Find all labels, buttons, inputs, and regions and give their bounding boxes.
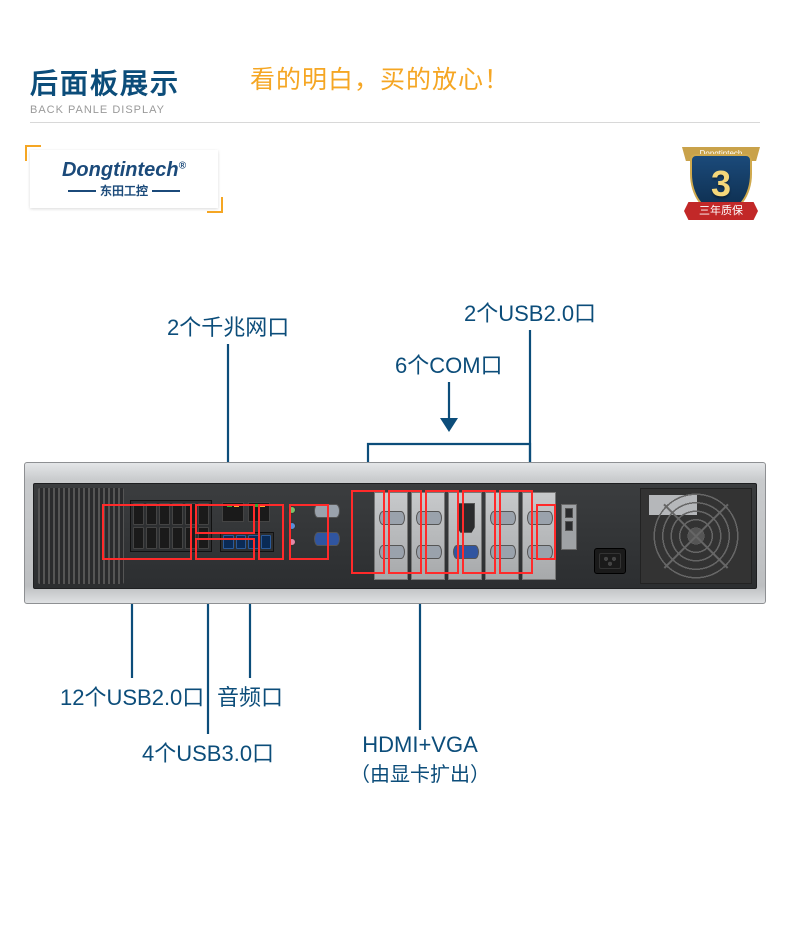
com-box-3: [462, 490, 496, 574]
callout-usb30-4: 4个USB3.0口: [142, 736, 274, 768]
logo-brand-en: Dongtintech®: [62, 159, 186, 182]
callout-usb20-2: 2个USB2.0口: [464, 296, 596, 328]
callout-hdmi-vga: HDMI+VGA （由显卡扩出）: [350, 732, 490, 787]
hdmi-vga-box: [425, 490, 459, 574]
arrow-layer: [0, 290, 790, 930]
callout-gigabit-lan: 2个千兆网口: [167, 310, 289, 342]
brand-logo: Dongtintech® 东田工控: [30, 150, 218, 208]
fan-grill-icon: [651, 491, 741, 581]
logo-brand-cn: 东田工控: [68, 182, 180, 199]
title-en: BACK PANLE DISPLAY: [30, 104, 760, 116]
usb20-vertical: [561, 504, 577, 550]
warranty-badge: Dongtintech 3 三年质保: [682, 140, 760, 224]
lan-box: [195, 504, 255, 534]
callout-usb20-12: 12个USB2.0口: [60, 680, 204, 712]
psu-fan: [640, 488, 752, 584]
com-box-2: [388, 490, 422, 574]
callout-com: 6个COM口: [395, 348, 503, 380]
audio-box: [258, 504, 284, 560]
power-inlet-icon: [594, 548, 626, 574]
header-divider: [30, 122, 760, 123]
serial-box: [289, 504, 329, 560]
usb30-4-box: [195, 538, 255, 560]
warranty-banner: 三年质保: [684, 202, 758, 220]
com-box-4: [499, 490, 533, 574]
callout-audio: 音频口: [217, 680, 283, 712]
slogan: 看的明白，买的放心！: [250, 60, 510, 96]
rear-panel-diagram: 2个千兆网口 6个COM口 2个USB2.0口 12个USB2.0口 4个USB…: [0, 290, 790, 930]
warranty-years: 3: [711, 163, 731, 205]
usb20-2-box: [536, 504, 556, 560]
usb20-12-box: [102, 504, 192, 560]
com-box-1: [351, 490, 385, 574]
